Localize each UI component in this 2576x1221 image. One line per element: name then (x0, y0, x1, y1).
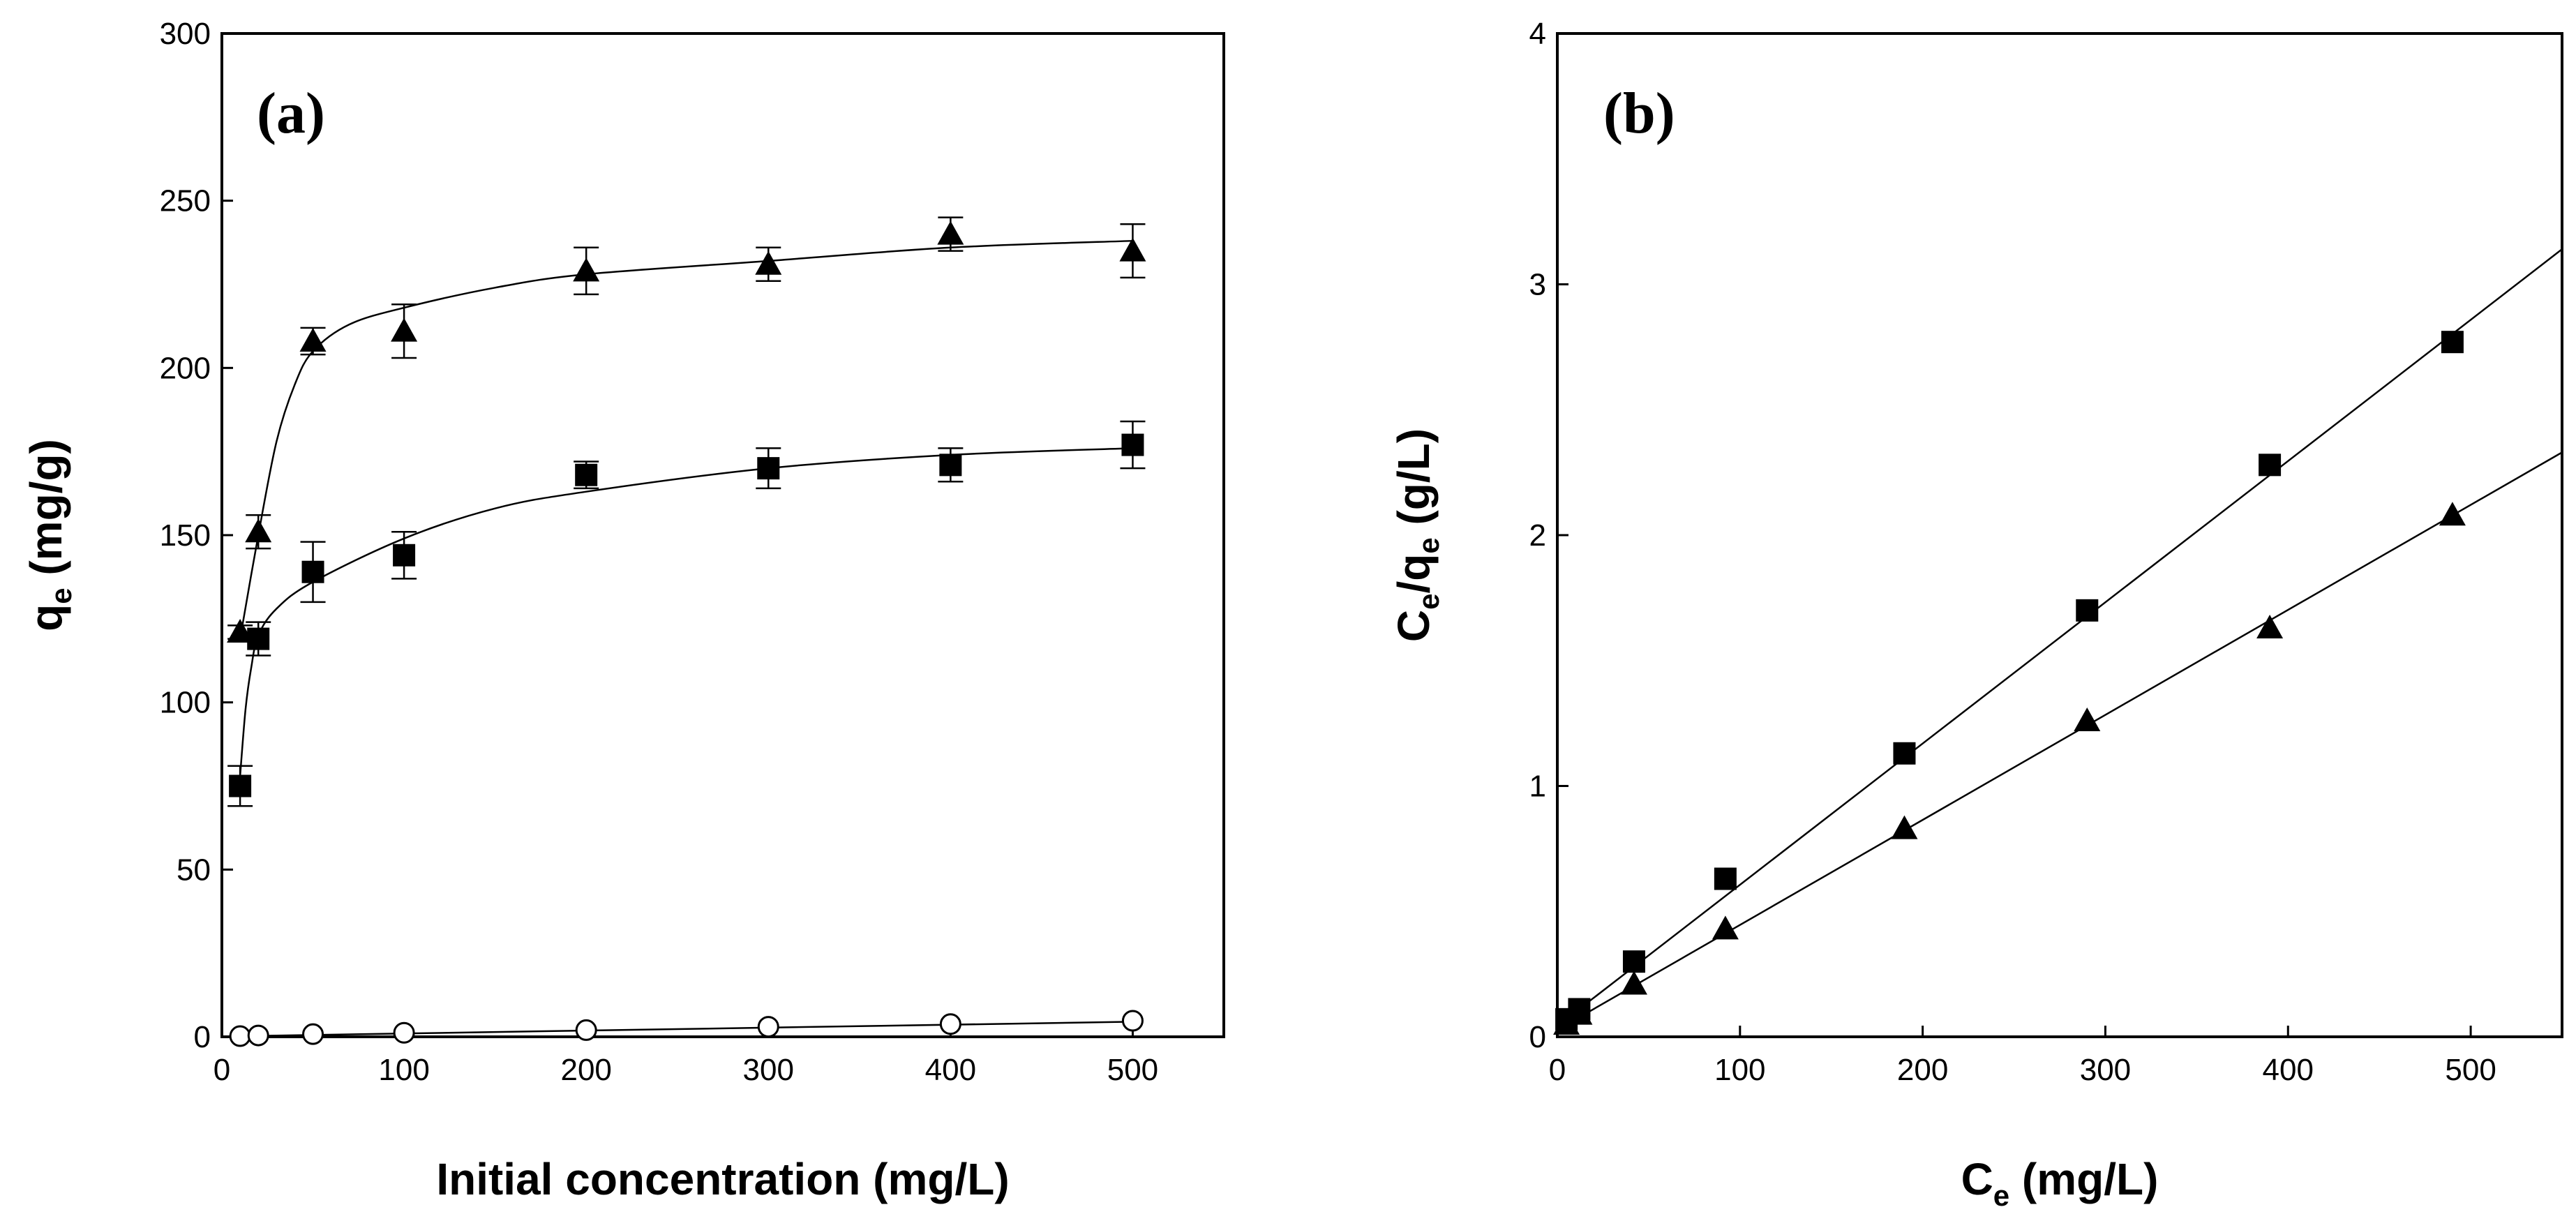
data-point-b-0-3 (1714, 867, 1737, 890)
data-point-b-0-7 (2441, 331, 2464, 354)
y-axis-title-b: Ce/qe (g/L) (1388, 428, 1445, 642)
data-point-a-1-7 (1121, 433, 1144, 456)
data-point-a-2-7 (1121, 1010, 1144, 1032)
y-axis-title-a-sub: e (45, 587, 77, 604)
x-axis-title-a: Initial concentration (mg/L) (436, 1154, 1009, 1204)
series-group-b (1553, 248, 2563, 1035)
data-point-a-0-2 (299, 327, 327, 352)
data-point-a-1-6 (939, 454, 962, 477)
plot-frame-b (1556, 32, 2563, 1038)
x-tick-label-a-200: 200 (560, 1053, 611, 1087)
y-tick-label-b-0: 0 (1529, 1020, 1546, 1054)
data-point-a-1-3 (393, 544, 416, 567)
data-point-a-2-0 (229, 1025, 251, 1047)
data-point-a-0-5 (755, 250, 782, 275)
y-axis-title-b-s1: e (1412, 594, 1445, 610)
x-axis-title-b-rest: (mg/L) (2009, 1154, 2158, 1204)
y-tick-label-a-150: 150 (160, 518, 211, 553)
x-tick-label-a-0: 0 (214, 1053, 230, 1087)
y-tick-label-a-300: 300 (160, 17, 211, 51)
data-point-a-0-1 (245, 518, 272, 543)
data-point-b-1-7 (2439, 502, 2466, 526)
data-point-b-1-4 (1891, 815, 1918, 839)
x-tick-label-b-500: 500 (2445, 1053, 2496, 1087)
fit-curve-a-2 (240, 1021, 1133, 1038)
y-tick-label-a-250: 250 (160, 184, 211, 218)
x-tick-label-b-100: 100 (1714, 1053, 1765, 1087)
data-point-a-2-3 (393, 1021, 415, 1044)
data-point-a-1-4 (575, 463, 598, 486)
y-tick-label-b-3: 3 (1529, 268, 1546, 302)
x-tick-label-b-300: 300 (2080, 1053, 2131, 1087)
panel-label-a: (a) (257, 81, 325, 146)
data-point-b-1-0 (1553, 1011, 1580, 1035)
data-point-b-1-3 (1712, 915, 1739, 940)
y-axis-title-b-s2: e (1412, 537, 1445, 553)
y-tick-label-a-100: 100 (160, 686, 211, 720)
y-axis-title-b-p3: (g/L) (1388, 428, 1439, 537)
y-tick-label-b-1: 1 (1529, 770, 1546, 804)
data-point-b-1-6 (2256, 615, 2284, 639)
x-tick-label-a-500: 500 (1107, 1053, 1158, 1087)
y-axis-title-a-main: q (21, 604, 71, 631)
data-point-a-2-1 (247, 1024, 269, 1047)
data-point-b-1-2 (1620, 971, 1647, 995)
data-point-a-2-2 (302, 1023, 324, 1045)
data-point-a-0-3 (391, 317, 418, 342)
panel-a: 0 100 200 300 400 500 0 50 100 150 200 250 300 (a) I… (21, 17, 1225, 1204)
y-axis-title-b-p2: /q (1388, 554, 1439, 594)
x-tick-label-a-100: 100 (378, 1053, 429, 1087)
fit-curve-b-0 (1562, 248, 2563, 1023)
x-axis-title-b: Ce (mg/L) (1961, 1154, 2159, 1212)
y-axis-title-a: qe (mg/g) (21, 439, 77, 631)
y-axis-title-a-rest: (mg/g) (21, 439, 71, 587)
axis-ticks-b: 0 100 200 300 400 500 0 1 2 3 4 (1529, 17, 2496, 1087)
data-point-a-2-4 (575, 1019, 597, 1041)
x-tick-label-b-200: 200 (1897, 1053, 1948, 1087)
data-point-b-0-5 (2076, 599, 2099, 622)
x-tick-label-b-0: 0 (1549, 1053, 1566, 1087)
data-point-a-1-1 (247, 627, 270, 650)
axis-ticks-a: 0 100 200 300 400 500 0 50 100 150 200 250 300 (160, 17, 1159, 1087)
data-point-b-0-6 (2259, 454, 2282, 477)
y-tick-label-b-4: 4 (1529, 17, 1546, 51)
x-axis-title-b-main: C (1961, 1154, 1993, 1204)
data-point-a-2-5 (757, 1016, 779, 1038)
data-point-b-0-2 (1622, 950, 1645, 973)
data-point-a-1-2 (301, 560, 324, 583)
data-point-b-1-5 (2074, 707, 2101, 732)
data-point-a-1-0 (229, 774, 252, 797)
x-tick-label-a-400: 400 (925, 1053, 976, 1087)
fit-curve-a-0 (239, 239, 1133, 639)
y-axis-title-b-p1: C (1388, 610, 1439, 642)
y-tick-label-a-0: 0 (194, 1020, 211, 1054)
x-tick-label-b-400: 400 (2263, 1053, 2314, 1087)
x-axis-title-b-sub: e (1993, 1179, 2009, 1212)
data-point-a-0-7 (1119, 237, 1146, 262)
x-tick-label-a-300: 300 (743, 1053, 794, 1087)
data-point-a-0-4 (573, 257, 600, 282)
panel-b: 0 100 200 300 400 500 0 1 2 3 4 (b) Ce (mg/L) Ce/q… (1388, 17, 2563, 1212)
data-point-a-0-0 (227, 619, 254, 643)
y-tick-label-b-2: 2 (1529, 518, 1546, 553)
data-point-a-1-5 (757, 457, 780, 480)
data-point-a-0-6 (937, 220, 964, 245)
y-tick-label-a-50: 50 (177, 853, 211, 887)
y-tick-label-a-200: 200 (160, 351, 211, 385)
plot-frame-a (220, 32, 1225, 1038)
series-group-a (227, 216, 1146, 1047)
data-point-b-0-4 (1893, 742, 1916, 765)
data-point-b-1-1 (1566, 1001, 1593, 1025)
data-point-a-2-6 (939, 1013, 961, 1035)
panel-label-b: (b) (1603, 81, 1675, 146)
fit-curve-b-1 (1562, 451, 2563, 1028)
fit-curve-a-1 (239, 447, 1133, 777)
